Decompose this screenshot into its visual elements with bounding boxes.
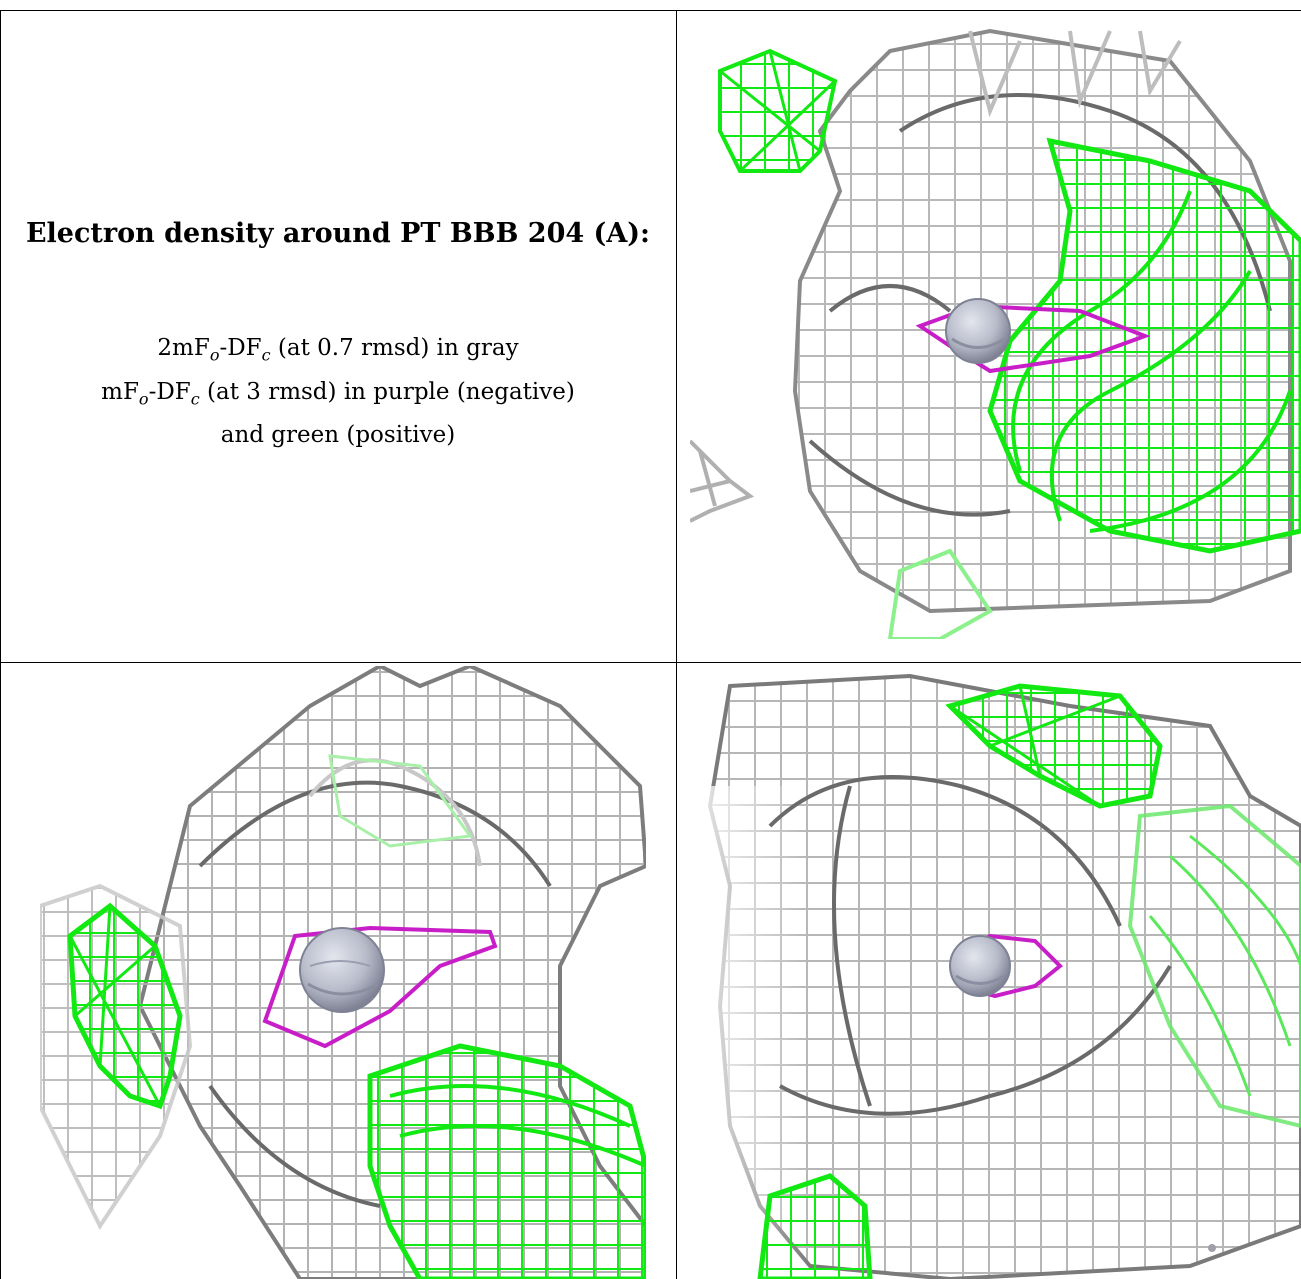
green-density-bottom-left <box>757 1173 873 1279</box>
table-border-left <box>0 10 1 1279</box>
platinum-atom-sphere <box>299 927 385 1013</box>
caption-title: Electron density around PT BBB 204 (A): <box>25 218 651 249</box>
table-divider-vertical <box>676 10 677 1279</box>
legend-line-gray: 2mFo-DFc (at 0.7 rmsd) in gray <box>157 335 519 365</box>
table-divider-horizontal <box>0 662 1301 663</box>
legend-line-positive: and green (positive) <box>220 422 456 449</box>
table-border-top <box>0 10 1301 11</box>
mesh-render-bottom-left <box>40 666 646 1279</box>
caption-description: 2mFo-DFc (at 0.7 rmsd) in gray mFo-DFc (… <box>0 330 676 453</box>
platinum-atom-sphere <box>945 298 1011 364</box>
green-density-top <box>945 683 1163 809</box>
green-density-right <box>987 137 1301 554</box>
legend-line-difference: mFo-DFc (at 3 rmsd) in purple (negative) <box>101 378 575 409</box>
platinum-atom-sphere <box>949 935 1011 997</box>
green-density-left <box>67 902 183 1110</box>
mesh-render-top-right <box>690 28 1301 639</box>
caption-cell: Electron density around PT BBB 204 (A): … <box>0 10 676 670</box>
green-density-bottom-right <box>367 1043 646 1279</box>
purple-density-contour <box>262 925 498 1049</box>
density-view-bottom-left <box>40 666 646 1279</box>
green-density-top-left <box>718 48 838 173</box>
density-view-bottom-right <box>690 666 1301 1279</box>
density-view-top-right <box>690 11 1301 639</box>
mesh-render-bottom-right <box>690 673 1301 1279</box>
